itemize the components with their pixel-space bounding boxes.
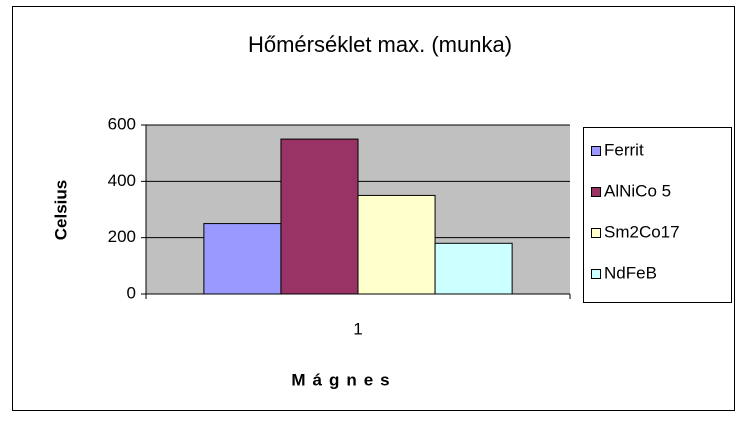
y-tick-label: 200 [108,227,136,246]
bar [280,138,359,295]
y-tick-label: 0 [127,283,136,302]
legend-swatch [591,187,601,197]
legend-label: AlNiCo 5 [604,181,671,200]
legend-swatch [591,146,601,156]
y-tick-label: 400 [108,171,136,190]
bar [203,223,282,295]
chart-title: Hőmérséklet max. (munka) [248,32,512,57]
bar [434,242,513,295]
legend-swatch [591,269,601,279]
legend-label: NdFeB [604,263,657,282]
bar [357,194,436,295]
x-tick-label: 1 [353,319,362,338]
legend-label: Sm2Co17 [604,222,680,241]
legend [583,127,732,303]
x-axis-label: Mágnes [291,370,396,389]
legend-swatch [591,228,601,238]
y-axis-label: Celsius [51,180,70,240]
legend-label: Ferrit [604,140,644,159]
y-tick-label: 600 [108,114,136,133]
